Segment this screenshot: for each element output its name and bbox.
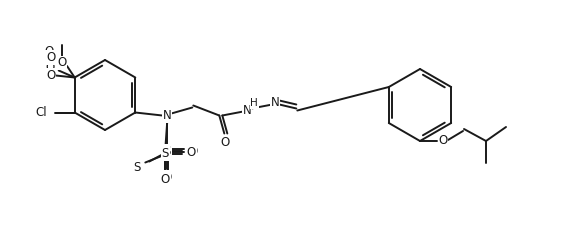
Text: O: O <box>161 173 170 186</box>
Text: Cl: Cl <box>35 106 47 119</box>
Text: H: H <box>250 99 258 109</box>
Text: N: N <box>271 96 280 109</box>
Text: S: S <box>162 147 169 160</box>
Text: O: O <box>46 69 55 82</box>
Text: O: O <box>58 57 67 69</box>
Text: O: O <box>221 136 230 149</box>
Text: O: O <box>46 51 55 64</box>
Text: O: O <box>46 61 55 74</box>
Text: Cl: Cl <box>36 106 48 119</box>
Text: O: O <box>189 145 198 158</box>
Text: O: O <box>44 45 54 58</box>
Text: S: S <box>133 161 141 174</box>
Text: N: N <box>243 104 252 117</box>
Text: O: O <box>438 135 447 148</box>
Text: S: S <box>164 145 171 158</box>
Text: N: N <box>163 109 172 122</box>
Text: O: O <box>187 146 196 159</box>
Text: O: O <box>162 171 172 184</box>
